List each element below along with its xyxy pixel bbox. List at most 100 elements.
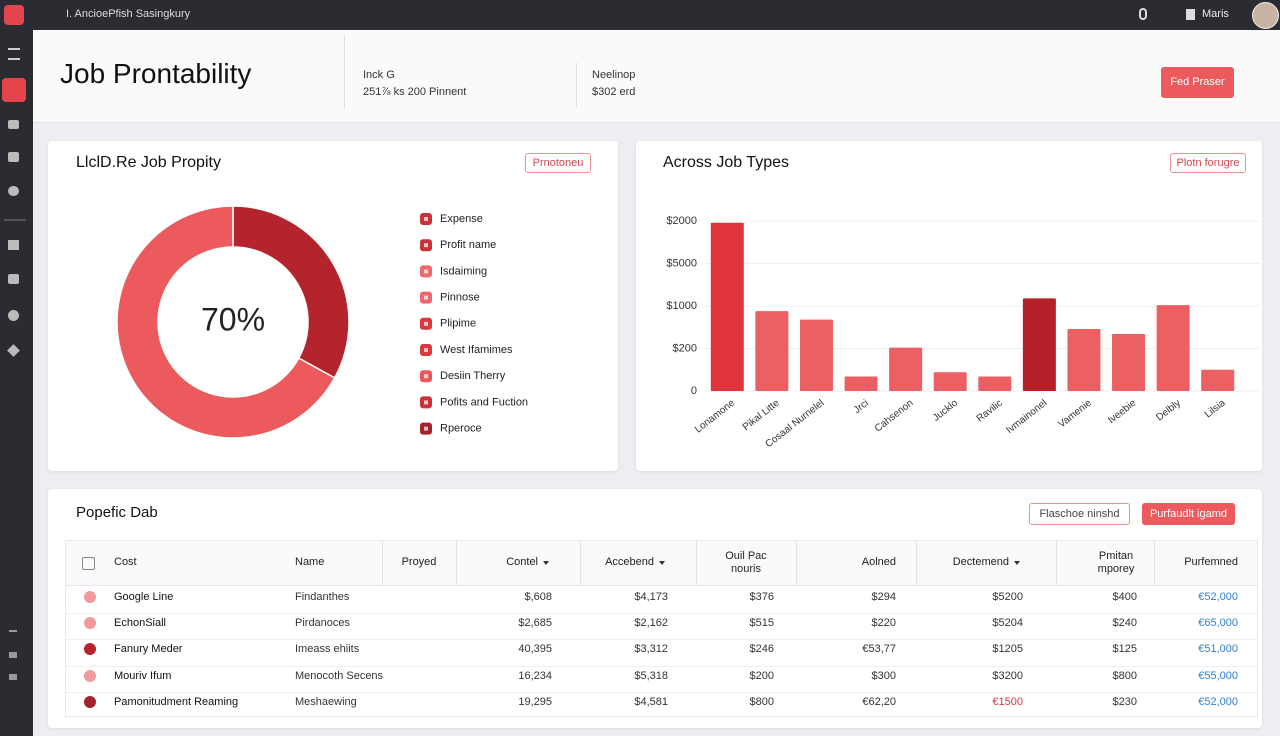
table-cell: $4,581 — [634, 695, 668, 708]
table-cell: $515 — [749, 617, 774, 630]
table-cell: $240 — [1112, 617, 1137, 630]
table-cell: $800 — [1112, 669, 1137, 682]
page-title: Job Prontability — [60, 58, 252, 89]
column-header: Cost — [114, 556, 137, 568]
table-cell: $4,173 — [634, 591, 668, 603]
nav-icon[interactable] — [8, 152, 19, 162]
legend-label: Desiin Therry — [440, 370, 506, 382]
table-cell: $376 — [749, 591, 774, 603]
app-logo[interactable] — [4, 5, 24, 25]
legend-label: Plipime — [440, 318, 476, 330]
bar — [755, 311, 789, 391]
x-tick-label: Vamenie — [1057, 397, 1095, 430]
x-tick-label: Delbly — [1154, 398, 1183, 424]
table-cell: $,608 — [524, 591, 552, 603]
table-cell: $200 — [749, 669, 774, 682]
column-header: Pmitan mporey — [1097, 550, 1135, 575]
column-header: Purfemned — [1184, 556, 1238, 568]
bar — [844, 376, 878, 391]
column-header: Ouil Pac nouris — [725, 550, 767, 575]
chart-title: Across Job Types — [663, 154, 789, 171]
nav-icon[interactable] — [8, 310, 19, 321]
column-header: Aolned — [861, 556, 896, 568]
legend-swatch-inner — [424, 400, 428, 405]
bar — [1156, 305, 1190, 391]
user-name[interactable]: Maris — [1202, 8, 1229, 20]
bar — [1112, 334, 1146, 391]
table-cell: €52,000 — [1198, 695, 1238, 708]
sort-arrow — [659, 561, 665, 565]
table-cell: Pirdanoces — [295, 617, 351, 630]
row-divider — [66, 613, 1257, 615]
table-cell: $300 — [871, 669, 896, 682]
row-icon — [84, 643, 96, 656]
data-table: Cost Name Proyed Contel Accebend Ouil Pac nou… — [65, 540, 1258, 717]
column-divider — [696, 541, 697, 585]
y-tick-label: $1000 — [666, 300, 697, 312]
table-cell: Google Line — [114, 591, 174, 603]
chart-button[interactable]: Plotn forugre — [1170, 153, 1246, 173]
table-cell: $5204 — [992, 617, 1023, 630]
sort-arrow — [1014, 561, 1020, 565]
nav-icon[interactable] — [9, 630, 17, 638]
top-bar: I. AncioePfish Sasingkury Maris — [0, 0, 1280, 30]
y-tick-label: $2000 — [666, 215, 697, 227]
x-tick-label: Ravilic — [975, 398, 1005, 425]
y-tick-label: 0 — [691, 385, 697, 397]
table-cell: $5,318 — [634, 669, 668, 682]
nav-icon[interactable] — [8, 240, 19, 250]
nav-icon[interactable] — [9, 674, 17, 680]
legend-label: Pinnose — [440, 292, 480, 304]
notification-icon[interactable] — [1139, 8, 1147, 20]
x-tick-label: Ivmainonel — [1004, 398, 1049, 436]
table-cell: Findanthes — [295, 591, 350, 603]
legend-swatch-inner — [424, 217, 428, 221]
primary-button[interactable]: Fed Praser — [1161, 67, 1234, 98]
nav-active[interactable] — [2, 78, 26, 102]
bar — [1201, 369, 1235, 391]
row-icon — [84, 617, 96, 630]
bar — [978, 376, 1012, 391]
bar — [799, 319, 833, 391]
column-divider — [580, 541, 581, 585]
user-icon — [1186, 9, 1195, 20]
avatar[interactable] — [1252, 2, 1279, 29]
nav-icon[interactable] — [9, 652, 17, 658]
legend-swatch-inner — [424, 295, 428, 300]
column-divider — [916, 541, 917, 585]
nav-icon[interactable] — [8, 120, 19, 129]
legend-swatch-inner — [424, 374, 428, 379]
table-button[interactable]: Flaschoe ninshd — [1029, 503, 1130, 525]
divider — [344, 36, 345, 108]
row-icon — [84, 669, 96, 682]
nav-icon[interactable] — [8, 186, 19, 196]
chart-button[interactable]: Prnotoneu — [525, 153, 591, 173]
legend-label: Rperoce — [440, 423, 482, 435]
menu-icon[interactable] — [8, 48, 20, 60]
select-all[interactable] — [82, 557, 95, 570]
table-cell: $246 — [749, 643, 774, 656]
x-tick-label: Iveebie — [1106, 397, 1139, 426]
table-cell: €62,20 — [862, 695, 896, 708]
nav-icon[interactable] — [8, 274, 19, 284]
table-cell: $2,162 — [634, 617, 668, 630]
row-icon — [84, 695, 96, 708]
divider — [4, 219, 26, 221]
table-cell: $220 — [871, 617, 896, 630]
table-button[interactable]: Purfaudlt igamd — [1142, 503, 1235, 525]
table-cell: €1500 — [992, 695, 1023, 708]
table-cell: Menocoth Secens — [295, 669, 384, 682]
legend-swatch-inner — [424, 321, 428, 326]
legend-swatch-inner — [424, 426, 428, 431]
column-divider — [1154, 541, 1155, 585]
stat-label: Inck G — [363, 69, 395, 81]
legend-swatch-inner — [424, 243, 428, 248]
table-cell: €53,77 — [862, 643, 896, 656]
column-header: Dectemend — [952, 556, 1009, 568]
table-cell: $294 — [871, 591, 896, 603]
divider — [576, 63, 577, 107]
x-tick-label: Pikal Litte — [741, 397, 782, 433]
bar — [1067, 328, 1101, 391]
